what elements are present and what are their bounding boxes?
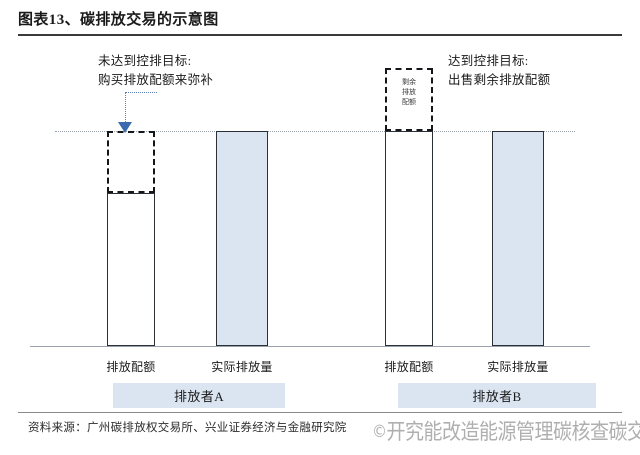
footer-divider <box>18 412 622 413</box>
category-label-quota-a: 排放配额 <box>106 360 156 374</box>
group-band-a: 排放者A <box>113 383 285 408</box>
chart-baseline-axis <box>30 346 590 347</box>
page-title: 图表13、碳排放交易的示意图 <box>18 12 219 28</box>
annotation-left: 未达到控排目标: 购买排放配额来弥补 <box>98 52 213 90</box>
source-note: 资料来源：广州碳排放权交易所、兴业证券经济与金融研究院 <box>28 422 347 434</box>
watermark-overlay: ©开究能改造能源管理碳核查碳交易 <box>372 415 640 446</box>
category-label-actual-a: 实际排放量 <box>211 360 273 374</box>
surplus-box-label-line3: 配额 <box>402 99 416 106</box>
chart-plot-area: 未达到控排目标: 购买排放配额来弥补 达到控排目标: 出售剩余排放配额 剩余 排… <box>0 40 640 412</box>
watermark-text: 开究能改造能源管理碳核查碳交易 <box>386 419 640 445</box>
target-level-dotted-line <box>55 131 575 132</box>
bar-quota-group-a <box>107 193 155 346</box>
leader-vertical-segment <box>125 92 126 124</box>
category-label-actual-b: 实际排放量 <box>487 360 549 374</box>
bar-quota-group-b <box>385 131 433 346</box>
group-band-b: 排放者B <box>398 383 596 408</box>
annotation-right-line2: 出售剩余排放配额 <box>448 73 551 87</box>
category-label-quota-b: 排放配额 <box>384 360 434 374</box>
annotation-right: 达到控排目标: 出售剩余排放配额 <box>448 52 550 90</box>
down-arrow-icon <box>118 122 132 133</box>
bar-actual-group-a <box>216 131 268 346</box>
surplus-box-label-line2: 排放 <box>402 89 416 96</box>
surplus-box-label: 剩余 排放 配额 <box>387 78 431 108</box>
title-divider <box>18 34 622 36</box>
shortfall-dashed-box-group-a <box>107 131 155 193</box>
annotation-right-line1: 达到控排目标: <box>448 54 529 68</box>
bar-actual-group-b <box>492 131 544 346</box>
surplus-dashed-box-group-b: 剩余 排放 配额 <box>385 68 433 131</box>
annotation-left-line1: 未达到控排目标: <box>98 54 192 68</box>
copyright-icon: © <box>372 420 387 442</box>
leader-horizontal-segment <box>125 92 157 93</box>
annotation-left-line2: 购买排放配额来弥补 <box>98 73 214 87</box>
surplus-box-label-line1: 剩余 <box>402 79 416 86</box>
